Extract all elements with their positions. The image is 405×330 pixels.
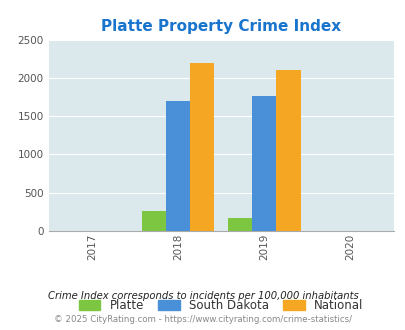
Bar xyxy=(141,212,166,231)
Text: Crime Index corresponds to incidents per 100,000 inhabitants: Crime Index corresponds to incidents per… xyxy=(47,291,358,301)
Bar xyxy=(190,63,214,231)
Bar xyxy=(166,101,190,231)
Bar xyxy=(276,70,300,231)
Legend: Platte, South Dakota, National: Platte, South Dakota, National xyxy=(74,294,367,317)
Title: Platte Property Crime Index: Platte Property Crime Index xyxy=(101,19,341,34)
Text: © 2025 CityRating.com - https://www.cityrating.com/crime-statistics/: © 2025 CityRating.com - https://www.city… xyxy=(54,315,351,324)
Bar xyxy=(228,217,252,231)
Bar xyxy=(252,96,276,231)
